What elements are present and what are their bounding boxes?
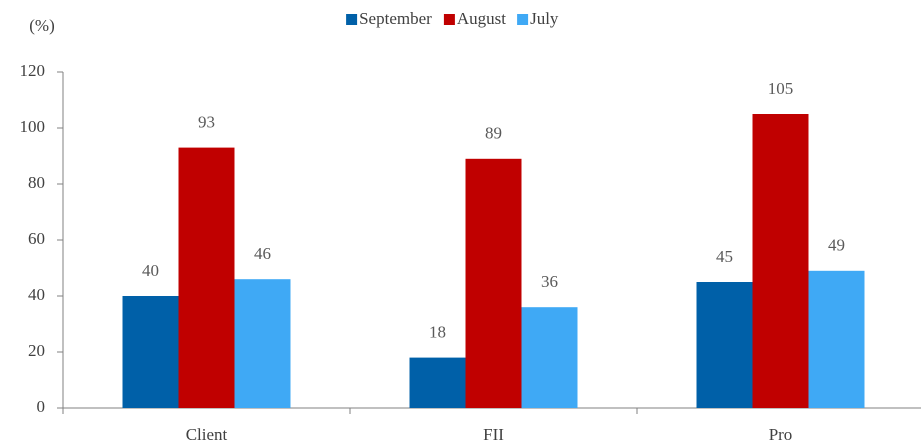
data-label: 40 [142, 261, 159, 280]
data-label: 93 [198, 113, 215, 132]
x-tick-label: Pro [769, 425, 793, 444]
bar [521, 307, 578, 408]
y-tick-label: 0 [37, 397, 46, 416]
bar [752, 114, 809, 408]
legend-label: September [359, 9, 432, 28]
y-tick-label: 60 [28, 229, 45, 248]
bar [465, 158, 522, 408]
x-tick-label: FII [483, 425, 504, 444]
legend-swatch [346, 14, 358, 25]
data-label: 36 [541, 272, 558, 291]
bar [178, 147, 235, 408]
bar [409, 357, 466, 408]
data-label: 89 [485, 124, 502, 143]
legend-swatch [517, 14, 529, 25]
y-tick-label: 100 [20, 117, 46, 136]
y-tick-label: 20 [28, 341, 45, 360]
bar [808, 270, 865, 408]
bar [696, 282, 753, 408]
y-axis-label: (%) [29, 16, 54, 35]
data-label: 49 [828, 236, 845, 255]
bar [122, 296, 179, 408]
y-tick-label: 40 [28, 285, 45, 304]
y-tick-label: 80 [28, 173, 45, 192]
data-label: 46 [254, 244, 271, 263]
x-tick-label: Client [186, 425, 228, 444]
data-label: 45 [716, 247, 733, 266]
data-label: 105 [768, 79, 794, 98]
y-tick-label: 120 [20, 61, 46, 80]
legend-swatch [443, 14, 455, 25]
bar [234, 279, 291, 408]
legend-label: July [530, 9, 559, 28]
legend-label: August [457, 9, 506, 28]
data-label: 18 [429, 323, 446, 342]
